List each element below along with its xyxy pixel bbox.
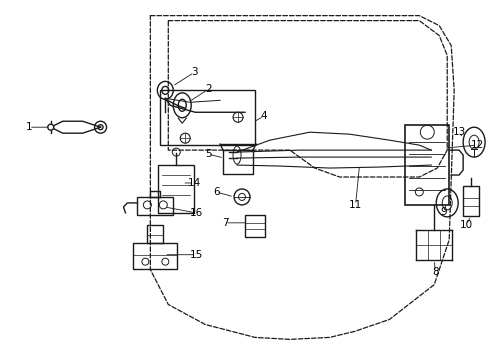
Bar <box>160 90 254 145</box>
Bar <box>147 225 163 243</box>
Text: 6: 6 <box>212 187 219 197</box>
Text: 7: 7 <box>222 218 228 228</box>
Text: 11: 11 <box>348 200 362 210</box>
Bar <box>244 215 264 237</box>
Text: 5: 5 <box>204 149 211 159</box>
Bar <box>133 243 177 269</box>
Text: 16: 16 <box>189 208 203 218</box>
Text: 2: 2 <box>204 84 211 94</box>
Text: 15: 15 <box>189 250 203 260</box>
Bar <box>137 197 173 215</box>
Ellipse shape <box>48 124 54 130</box>
Text: 3: 3 <box>190 67 197 77</box>
Ellipse shape <box>238 193 245 201</box>
Text: 10: 10 <box>459 220 472 230</box>
Text: 1: 1 <box>25 122 32 132</box>
Text: 9: 9 <box>439 207 446 217</box>
Text: 12: 12 <box>469 140 483 150</box>
Text: 14: 14 <box>187 178 201 188</box>
Text: 4: 4 <box>260 111 266 121</box>
Text: 8: 8 <box>431 267 438 276</box>
Bar <box>158 165 194 213</box>
Text: 13: 13 <box>451 127 465 137</box>
Bar <box>405 125 448 205</box>
Bar <box>462 186 478 216</box>
